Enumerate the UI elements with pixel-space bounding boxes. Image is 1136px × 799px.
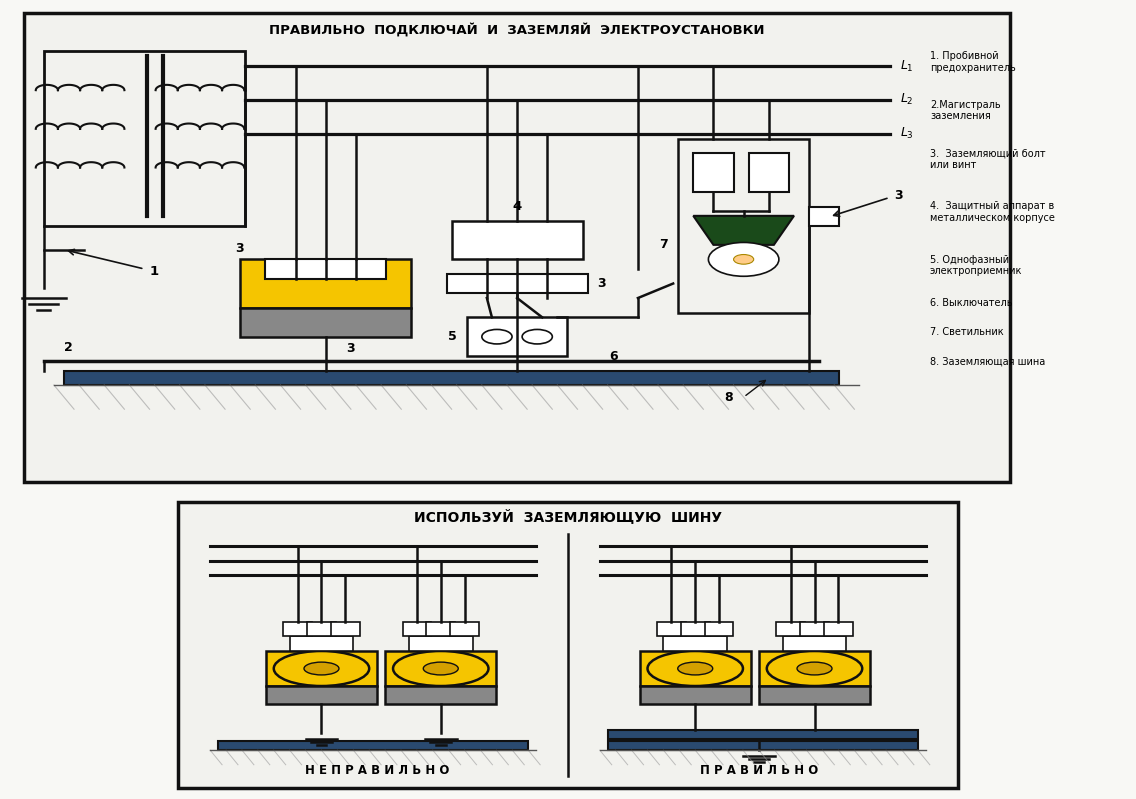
Circle shape <box>274 651 369 686</box>
Text: ИСПОЛЬЗУЙ  ЗАЗЕМЛЯЮЩУЮ  ШИНУ: ИСПОЛЬЗУЙ ЗАЗЕМЛЯЮЩУЮ ШИНУ <box>414 510 722 524</box>
Text: 3.  Заземляющий болт
или винт: 3. Заземляющий болт или винт <box>930 148 1045 169</box>
Polygon shape <box>426 622 456 637</box>
Polygon shape <box>24 13 1011 482</box>
Polygon shape <box>663 637 727 651</box>
Text: 7: 7 <box>659 238 668 252</box>
Text: 3: 3 <box>895 189 903 201</box>
Polygon shape <box>776 622 805 637</box>
Polygon shape <box>759 651 870 686</box>
Text: 4: 4 <box>512 201 521 213</box>
Polygon shape <box>240 308 411 336</box>
Text: ПРАВИЛЬНО  ПОДКЛЮЧАЙ  И  ЗАЗЕМЛЯЙ  ЭЛЕКТРОУСТАНОВКИ: ПРАВИЛЬНО ПОДКЛЮЧАЙ И ЗАЗЕМЛЯЙ ЭЛЕКТРОУС… <box>269 23 765 37</box>
Text: 3: 3 <box>235 241 244 255</box>
Text: $L_3$: $L_3$ <box>900 126 913 141</box>
Polygon shape <box>824 622 853 637</box>
Circle shape <box>393 651 488 686</box>
Polygon shape <box>608 729 918 738</box>
Text: 4.  Защитный аппарат в
металлическом корпусе: 4. Защитный аппарат в металлическом корп… <box>930 201 1055 223</box>
Text: 2: 2 <box>64 340 73 354</box>
Text: 2.Магистраль
заземления: 2.Магистраль заземления <box>930 100 1001 121</box>
Polygon shape <box>402 622 432 637</box>
Polygon shape <box>450 622 479 637</box>
Text: 5: 5 <box>448 330 457 344</box>
Polygon shape <box>385 651 496 686</box>
Polygon shape <box>331 622 360 637</box>
Circle shape <box>424 662 458 675</box>
Circle shape <box>767 651 862 686</box>
Circle shape <box>267 263 293 276</box>
Text: $L_1$: $L_1$ <box>900 58 913 74</box>
Text: 6. Выключатель: 6. Выключатель <box>930 298 1012 308</box>
Polygon shape <box>385 686 496 704</box>
Polygon shape <box>693 216 794 244</box>
Polygon shape <box>640 651 751 686</box>
Text: 3: 3 <box>345 342 354 356</box>
Text: 8: 8 <box>725 391 733 403</box>
Circle shape <box>734 255 753 264</box>
Circle shape <box>709 242 779 276</box>
Circle shape <box>482 329 512 344</box>
Polygon shape <box>178 503 958 788</box>
Polygon shape <box>467 317 567 356</box>
Text: 1: 1 <box>150 265 159 278</box>
Polygon shape <box>409 637 473 651</box>
Polygon shape <box>218 741 528 750</box>
Polygon shape <box>704 622 734 637</box>
Polygon shape <box>693 153 734 192</box>
Text: П Р А В И Л Ь Н О: П Р А В И Л Ь Н О <box>700 764 818 777</box>
Circle shape <box>678 662 712 675</box>
Polygon shape <box>266 686 377 704</box>
Polygon shape <box>783 637 846 651</box>
Circle shape <box>298 263 324 276</box>
Circle shape <box>797 662 832 675</box>
Circle shape <box>358 263 384 276</box>
Polygon shape <box>640 686 751 704</box>
Text: 7. Светильник: 7. Светильник <box>930 327 1003 337</box>
Polygon shape <box>680 622 710 637</box>
Text: Н Е П Р А В И Л Ь Н О: Н Е П Р А В И Л Ь Н О <box>304 764 450 777</box>
Polygon shape <box>283 622 312 637</box>
Text: 3: 3 <box>598 277 607 290</box>
Circle shape <box>648 651 743 686</box>
Text: 8. Заземляющая шина: 8. Заземляющая шина <box>930 356 1045 366</box>
Text: 1. Пробивной
предохранитель: 1. Пробивной предохранитель <box>930 51 1016 73</box>
Polygon shape <box>759 686 870 704</box>
Text: 5. Однофазный
электроприемник: 5. Однофазный электроприемник <box>930 255 1022 276</box>
Polygon shape <box>749 153 788 192</box>
Polygon shape <box>446 274 587 293</box>
Polygon shape <box>809 207 840 226</box>
Polygon shape <box>64 371 840 385</box>
Polygon shape <box>290 637 353 651</box>
Circle shape <box>328 263 354 276</box>
Polygon shape <box>240 260 411 308</box>
Text: 6: 6 <box>609 349 618 363</box>
Polygon shape <box>800 622 829 637</box>
Circle shape <box>523 329 552 344</box>
Polygon shape <box>44 51 245 225</box>
Polygon shape <box>307 622 336 637</box>
Polygon shape <box>266 260 386 279</box>
Circle shape <box>304 662 339 675</box>
Text: $L_2$: $L_2$ <box>900 93 913 107</box>
Polygon shape <box>657 622 686 637</box>
Polygon shape <box>608 741 918 750</box>
Polygon shape <box>452 221 583 260</box>
Polygon shape <box>266 651 377 686</box>
